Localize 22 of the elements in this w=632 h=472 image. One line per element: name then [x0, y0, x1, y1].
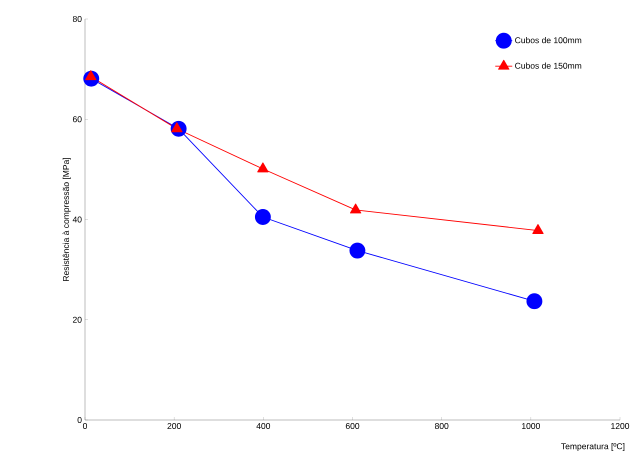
x-axis-title: Temperatura [ºC] — [561, 443, 624, 451]
x-tick-label: 1000 — [522, 423, 540, 430]
point — [532, 224, 544, 234]
x-tick-label: 400 — [256, 423, 270, 430]
y-tick-label: 20 — [72, 316, 82, 323]
y-axis-title: Resistência à compressão [MPa] — [62, 158, 71, 281]
point — [254, 209, 271, 225]
y-tick-label: 0 — [78, 416, 82, 424]
x-tick-label: 0 — [82, 423, 88, 430]
point — [350, 204, 362, 214]
legend-label: Cubos de 100mm — [515, 37, 582, 44]
point — [257, 162, 269, 172]
y-tick-label: 40 — [72, 216, 82, 222]
x-tick-label: 800 — [434, 423, 448, 430]
x-tick-label: 1200 — [611, 423, 630, 430]
point — [526, 293, 542, 310]
legend-label: Cubos de 150mm — [515, 62, 582, 69]
y-tick-label: 60 — [72, 116, 82, 122]
point — [349, 242, 366, 259]
x-tick-label: 200 — [168, 423, 181, 430]
x-tick-label: 600 — [346, 423, 360, 430]
y-tick-label: 80 — [72, 16, 82, 22]
